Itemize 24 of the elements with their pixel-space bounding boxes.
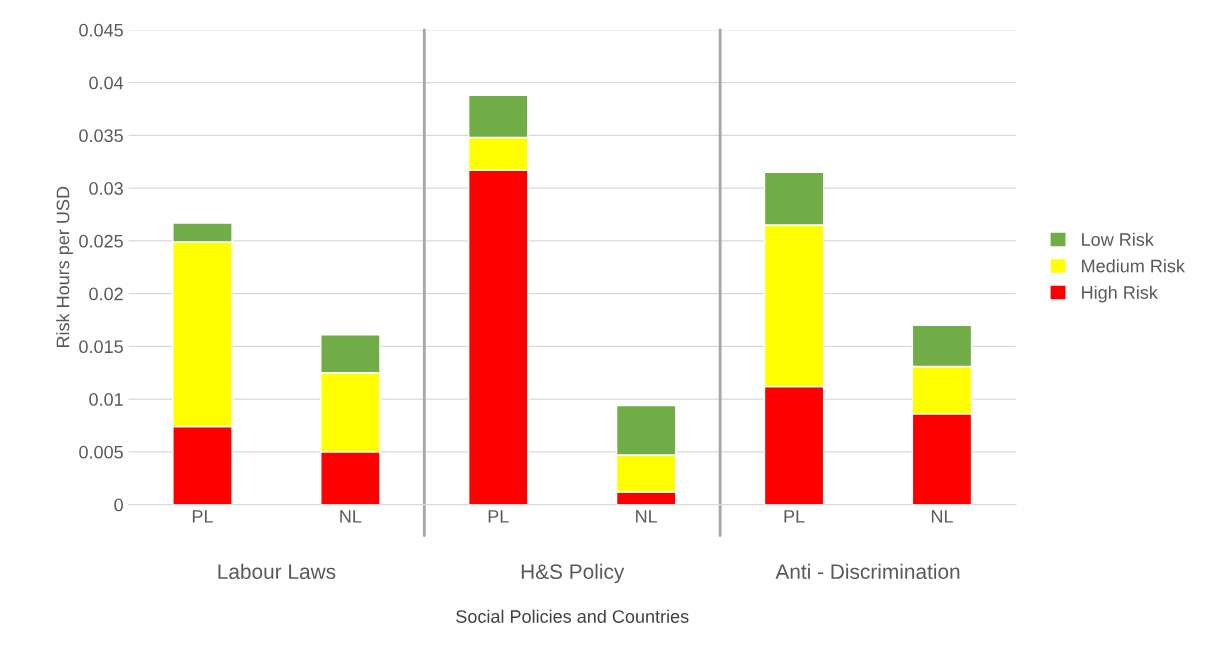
- y-tick-label: 0.015: [79, 340, 123, 354]
- x-tick-label: NL: [636, 510, 658, 523]
- legend-label: Low Risk: [1082, 232, 1154, 246]
- y-tick-label: 0.02: [89, 287, 123, 301]
- y-tick-label: 0.04: [89, 76, 124, 90]
- text: Anti - Discrimination: [775, 563, 960, 580]
- y-tick-label: 0.035: [79, 129, 123, 143]
- y-tick-label: 0.025: [79, 234, 123, 248]
- x-tick-label: NL: [340, 510, 362, 523]
- x-axis-title: Social Policies and Countries: [456, 609, 689, 623]
- text: Labour Laws: [218, 563, 336, 580]
- x-tick-label: PL: [192, 510, 213, 523]
- y-tick-label: 0: [114, 498, 123, 512]
- legend-label: Medium Risk: [1082, 259, 1185, 273]
- legend-label: High Risk: [1082, 285, 1158, 303]
- y-tick-label: 0.01: [89, 393, 123, 406]
- y-axis-title: Risk Hours per USD: [56, 186, 73, 348]
- x-tick-label: NL: [931, 510, 953, 523]
- text: H&S Policy: [521, 563, 625, 584]
- x-tick-label: PL: [784, 510, 805, 523]
- y-tick-label: 0.005: [79, 445, 123, 459]
- y-tick-label: 0.045: [79, 23, 123, 37]
- y-tick-label: 0.03: [89, 182, 123, 195]
- x-tick-label: PL: [488, 510, 509, 523]
